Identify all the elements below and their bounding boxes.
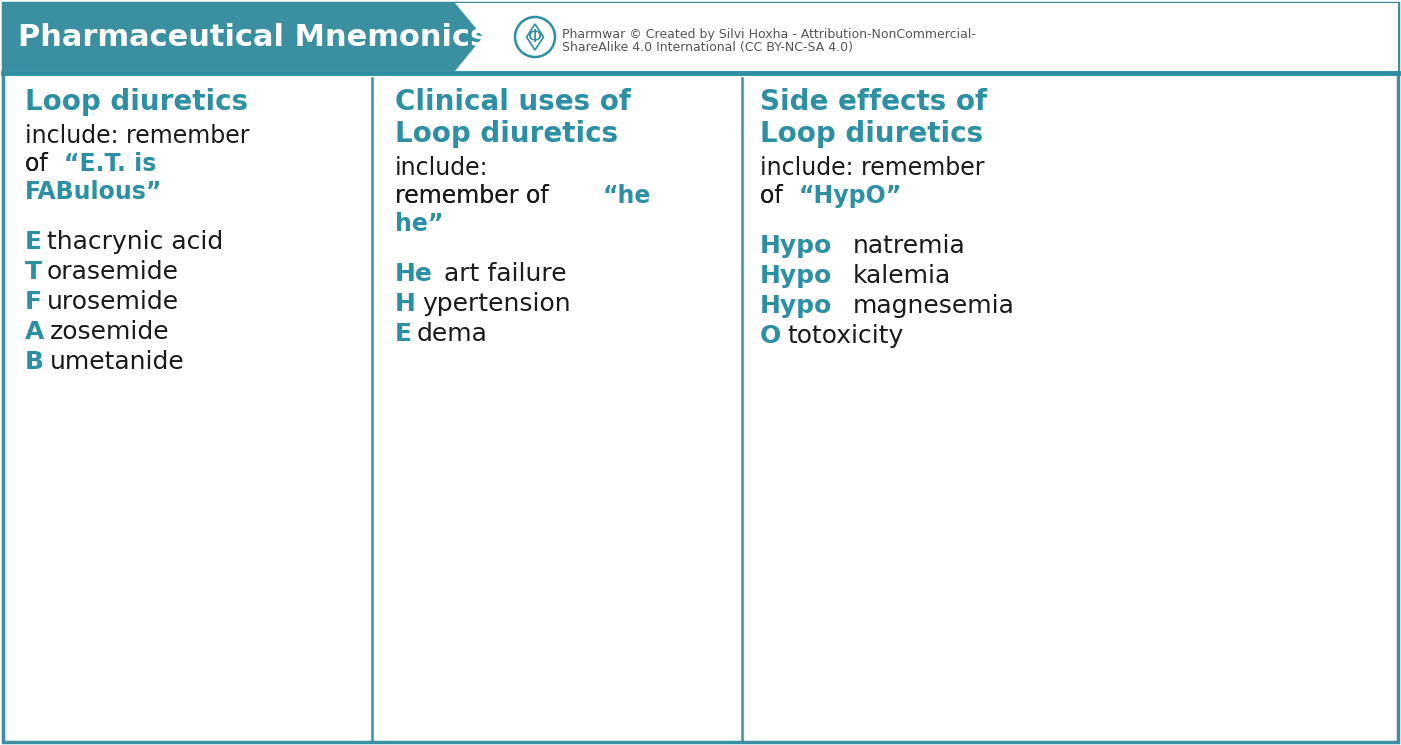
Text: “E.T. is: “E.T. is	[64, 152, 157, 176]
Text: O: O	[759, 324, 782, 348]
Text: magnesemia: magnesemia	[853, 294, 1016, 318]
Text: Loop diuretics: Loop diuretics	[25, 88, 248, 116]
Text: ShareAlike 4.0 International (CC BY-NC-SA 4.0): ShareAlike 4.0 International (CC BY-NC-S…	[562, 41, 853, 54]
Text: dema: dema	[417, 322, 488, 346]
Text: of: of	[25, 152, 55, 176]
Text: Loop diuretics: Loop diuretics	[395, 120, 618, 148]
Text: Hypo: Hypo	[759, 294, 832, 318]
Text: FABulous”: FABulous”	[25, 180, 163, 204]
Text: thacrynic acid: thacrynic acid	[48, 230, 223, 254]
Text: include: remember: include: remember	[759, 156, 985, 180]
Text: “he: “he	[602, 184, 651, 208]
Text: T: T	[25, 260, 42, 284]
Text: A: A	[25, 320, 45, 344]
Text: Φ: Φ	[528, 28, 542, 46]
Text: Loop diuretics: Loop diuretics	[759, 120, 984, 148]
Polygon shape	[455, 3, 538, 71]
Text: Hypo: Hypo	[759, 234, 832, 258]
Text: umetanide: umetanide	[49, 350, 185, 374]
Text: F: F	[25, 290, 42, 314]
Text: Clinical uses of: Clinical uses of	[395, 88, 630, 116]
Text: B: B	[25, 350, 43, 374]
Text: kalemia: kalemia	[853, 264, 951, 288]
Text: ypertension: ypertension	[422, 292, 570, 316]
Text: Pharmwar © Created by Silvi Hoxha - Attribution-NonCommercial-: Pharmwar © Created by Silvi Hoxha - Attr…	[562, 28, 976, 41]
Text: Side effects of: Side effects of	[759, 88, 988, 116]
Text: He: He	[395, 262, 433, 286]
Text: H: H	[395, 292, 416, 316]
Text: remember of: remember of	[395, 184, 556, 208]
Text: zosemide: zosemide	[50, 320, 170, 344]
Text: urosemide: urosemide	[48, 290, 179, 314]
Bar	[3, 3, 1398, 71]
Text: of: of	[25, 152, 55, 176]
Text: of: of	[759, 184, 790, 208]
Text: “HypO”: “HypO”	[799, 184, 902, 208]
Text: of: of	[759, 184, 790, 208]
Text: Pharmaceutical Mnemonics: Pharmaceutical Mnemonics	[18, 22, 489, 51]
Text: art failure: art failure	[444, 262, 566, 286]
Text: he”: he”	[395, 212, 443, 236]
Text: E: E	[25, 230, 42, 254]
Text: Hypo: Hypo	[759, 264, 832, 288]
Text: orasemide: orasemide	[48, 260, 179, 284]
Text: natremia: natremia	[853, 234, 965, 258]
Text: include: remember: include: remember	[25, 124, 249, 148]
Text: remember of: remember of	[395, 184, 556, 208]
Text: totoxicity: totoxicity	[787, 324, 904, 348]
Bar	[510, 3, 1398, 71]
Text: include:: include:	[395, 156, 489, 180]
Text: E: E	[395, 322, 412, 346]
